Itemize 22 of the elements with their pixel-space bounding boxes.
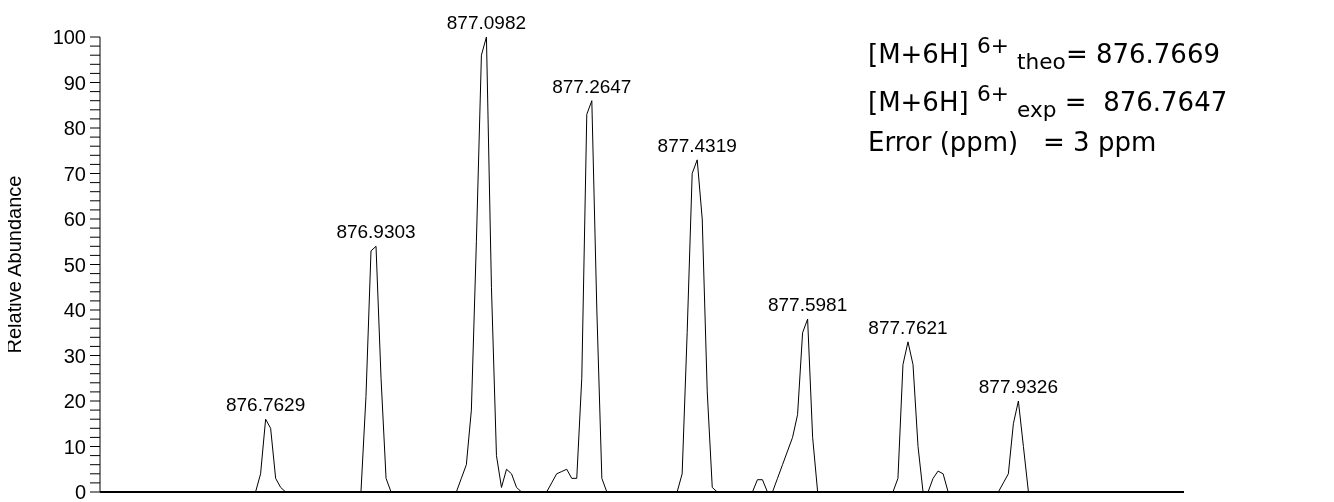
annotation: 877.9326 <box>978 376 1059 397</box>
annotation: Error (ppm) = 3 ppm <box>868 125 1158 158</box>
y-tick-label: 30 <box>63 344 86 367</box>
annotation: 877.7621 <box>868 316 948 338</box>
annotation: 877.4319 <box>657 134 737 156</box>
annotation: 877.2647 <box>552 75 632 97</box>
annotation: 877.0982 <box>446 12 527 33</box>
y-tick-label: 100 <box>52 26 86 48</box>
y-tick-label: 60 <box>63 208 86 230</box>
y-tick-label: 10 <box>63 435 86 458</box>
y-tick-label: 20 <box>63 390 86 412</box>
annotation: 876.7629 <box>225 394 306 416</box>
y-tick-label: 50 <box>63 253 86 276</box>
y-tick-label: 80 <box>63 117 86 139</box>
annotation: [M+6H] $^{6+}$ $_{exp}$ = 876.7647 <box>868 79 1228 124</box>
annotation: 877.5981 <box>767 294 848 316</box>
y-tick-label: 40 <box>63 299 86 321</box>
y-tick-label: 70 <box>63 162 86 185</box>
annotation: [M+6H] $^{6+}$ $_{theo}$= 876.7669 <box>868 32 1221 76</box>
annotation: 876.9303 <box>336 221 416 243</box>
y-tick-label: 0 <box>74 481 86 502</box>
y-tick-label: 90 <box>63 71 86 94</box>
